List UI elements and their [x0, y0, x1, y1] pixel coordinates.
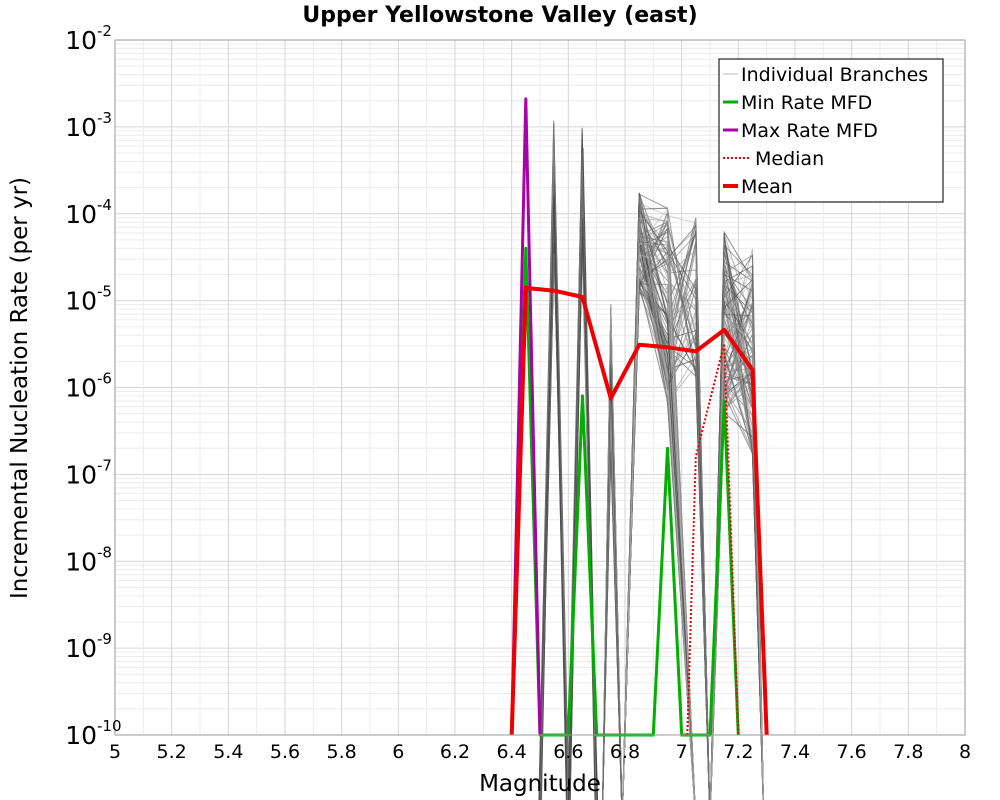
branch-curve [622, 224, 764, 800]
branch-curve [602, 214, 764, 800]
legend-label: Mean [741, 176, 793, 198]
x-tick-label: 5.4 [213, 741, 243, 763]
legend-label: Max Rate MFD [741, 120, 878, 142]
legend: Individual Branches Min Rate MFD Max Rate … [718, 58, 944, 203]
y-tick-exponent: -4 [97, 196, 112, 214]
branch-curve [622, 199, 764, 800]
x-tick-label: 5.2 [157, 741, 187, 763]
y-tick-base: 10 [65, 113, 97, 142]
y-tick-base: 10 [65, 287, 97, 316]
x-tick-label: 7.6 [837, 741, 867, 763]
legend-label: Median [755, 148, 824, 170]
x-tick-label: 5.8 [327, 741, 357, 763]
y-axis-label: Incremental Nucleation Rate (per yr) [7, 177, 33, 599]
branch-curve [622, 240, 764, 800]
chart-title: Upper Yellowstone Valley (east) [302, 3, 697, 28]
branch-curve [622, 193, 764, 800]
branch-curve [622, 192, 764, 800]
plot-frame [114, 39, 966, 736]
x-tick-label: 5 [109, 741, 121, 763]
legend-box [718, 58, 944, 203]
x-tick-label: 7.2 [723, 741, 753, 763]
series-mean [509, 285, 769, 736]
x-tick-label: 6.8 [610, 741, 640, 763]
branch-curve [602, 198, 764, 800]
series-median [686, 342, 740, 736]
y-tick-base: 10 [65, 200, 97, 229]
y-tick-base: 10 [65, 634, 97, 663]
y-tick-base: 10 [65, 374, 97, 403]
branch-curve [602, 197, 764, 800]
branch-curve [622, 249, 764, 800]
branch-curve [622, 270, 764, 800]
y-tick-exponent: -6 [97, 370, 112, 388]
x-tick-labels: 5 5.2 5.4 5.6 5.8 6 6.2 6.4 6.6 6.8 7 7.2 7.4 7.6 7.8 8 [109, 741, 971, 763]
y-tick-exponent: -10 [97, 717, 122, 735]
branch-curve [622, 247, 764, 800]
y-tick-base: 10 [65, 26, 97, 55]
branch-curve [622, 221, 764, 800]
x-tick-label: 6 [392, 741, 404, 763]
branch-curve [602, 205, 764, 800]
y-tick-exponent: -3 [97, 109, 112, 127]
x-tick-label: 7 [676, 741, 688, 763]
x-tick-label: 8 [959, 741, 971, 763]
x-tick-label: 7.4 [780, 741, 810, 763]
legend-label: Individual Branches [741, 64, 928, 86]
x-tick-label: 6.2 [440, 741, 470, 763]
y-tick-exponent: -7 [97, 456, 112, 474]
y-tick-exponent: -2 [97, 22, 112, 40]
branch-curve [622, 256, 764, 800]
y-tick-exponent: -5 [97, 283, 112, 301]
branch-curve [622, 198, 764, 800]
x-tick-label: 6.4 [497, 741, 527, 763]
branch-curve [538, 197, 567, 800]
x-axis-label: Magnitude [479, 771, 601, 797]
legend-label: Min Rate MFD [741, 92, 872, 114]
branch-curve [622, 209, 764, 800]
y-tick-exponent: -9 [97, 630, 112, 648]
y-tick-base: 10 [65, 547, 97, 576]
branch-curve [540, 248, 568, 800]
x-tick-label: 5.6 [270, 741, 300, 763]
x-tick-label: 7.8 [893, 741, 923, 763]
branch-curve [622, 204, 764, 800]
x-tick-label: 6.6 [553, 741, 583, 763]
branch-curve [622, 209, 764, 800]
y-tick-exponent: -8 [97, 543, 112, 561]
y-tick-base: 10 [65, 460, 97, 489]
y-tick-base: 10 [65, 721, 97, 750]
